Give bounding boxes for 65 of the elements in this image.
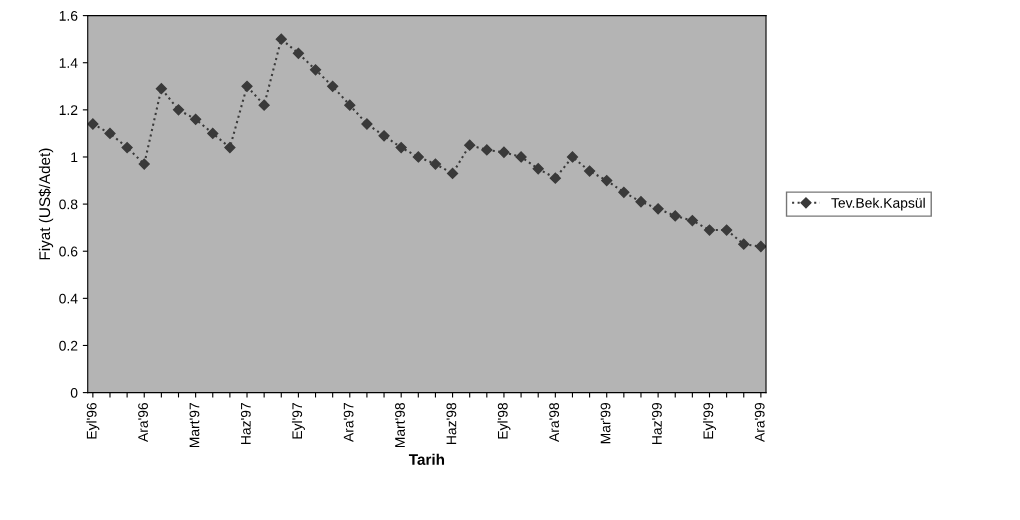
point bbox=[549, 172, 561, 184]
y-tick-label: 0.6 bbox=[59, 246, 78, 257]
x-tick-label: Ara'98 bbox=[549, 402, 560, 443]
x-tick-label: Haz'98 bbox=[446, 402, 457, 444]
point bbox=[669, 210, 681, 222]
x-tick-label: Eyl'97 bbox=[291, 403, 305, 439]
point bbox=[258, 99, 270, 111]
point bbox=[292, 47, 305, 59]
point bbox=[498, 146, 510, 158]
y-tick-label: 0.2 bbox=[59, 340, 78, 351]
y-axis-title: Fiyat (US$/Adet) bbox=[38, 148, 54, 260]
point bbox=[446, 167, 459, 180]
point bbox=[121, 141, 133, 154]
point bbox=[155, 83, 167, 95]
point bbox=[738, 238, 750, 250]
point bbox=[87, 118, 99, 130]
point bbox=[327, 80, 339, 92]
y-tick-label: 1.2 bbox=[59, 105, 78, 115]
point bbox=[172, 104, 185, 116]
point bbox=[532, 163, 544, 175]
point bbox=[755, 240, 767, 253]
point bbox=[566, 151, 579, 163]
legend-label: Tev.Bek.Kapsül bbox=[831, 197, 925, 211]
point bbox=[241, 80, 253, 92]
point bbox=[344, 99, 356, 111]
point bbox=[412, 151, 424, 163]
y-tick-label: 0 bbox=[70, 387, 78, 398]
point bbox=[481, 144, 493, 156]
point bbox=[703, 224, 716, 236]
point bbox=[104, 127, 116, 140]
x-tick-label: Haz'99 bbox=[652, 402, 662, 444]
y-tick-label: 1 bbox=[71, 152, 78, 163]
x-tick-label: Mart'97 bbox=[189, 403, 200, 448]
x-axis-title: Tarih bbox=[408, 453, 445, 465]
point bbox=[207, 127, 219, 140]
x-tick-label: Ara'96 bbox=[138, 402, 148, 443]
y-tick-label: 0.4 bbox=[59, 293, 78, 304]
point bbox=[635, 196, 647, 208]
point bbox=[395, 141, 407, 154]
point bbox=[618, 186, 630, 198]
point bbox=[515, 151, 527, 163]
point bbox=[224, 141, 236, 154]
point bbox=[190, 113, 202, 125]
y-tick-label: 1.4 bbox=[59, 58, 78, 68]
x-tick-label: Mart'98 bbox=[395, 402, 405, 448]
point bbox=[686, 214, 698, 227]
x-tick-label: Eyl'98 bbox=[497, 402, 511, 439]
point bbox=[275, 33, 287, 45]
point bbox=[429, 158, 442, 170]
point bbox=[583, 165, 596, 177]
y-tick-label: 1.6 bbox=[59, 10, 78, 21]
x-tick-label: Eyl'99 bbox=[703, 402, 716, 439]
x-tick-label: Ara'99 bbox=[754, 402, 765, 443]
x-tick-label: Haz'97 bbox=[240, 403, 251, 444]
point bbox=[309, 64, 322, 76]
x-tick-label: Ara'97 bbox=[343, 403, 354, 443]
point bbox=[464, 139, 476, 151]
x-tick-label: Eyl'96 bbox=[86, 402, 100, 439]
point bbox=[378, 130, 390, 142]
point bbox=[721, 224, 733, 236]
x-tick-label: Mar'99 bbox=[600, 402, 611, 444]
point bbox=[601, 174, 613, 187]
point bbox=[652, 203, 664, 215]
point bbox=[138, 158, 150, 170]
y-tick-label: 0.8 bbox=[59, 199, 78, 210]
